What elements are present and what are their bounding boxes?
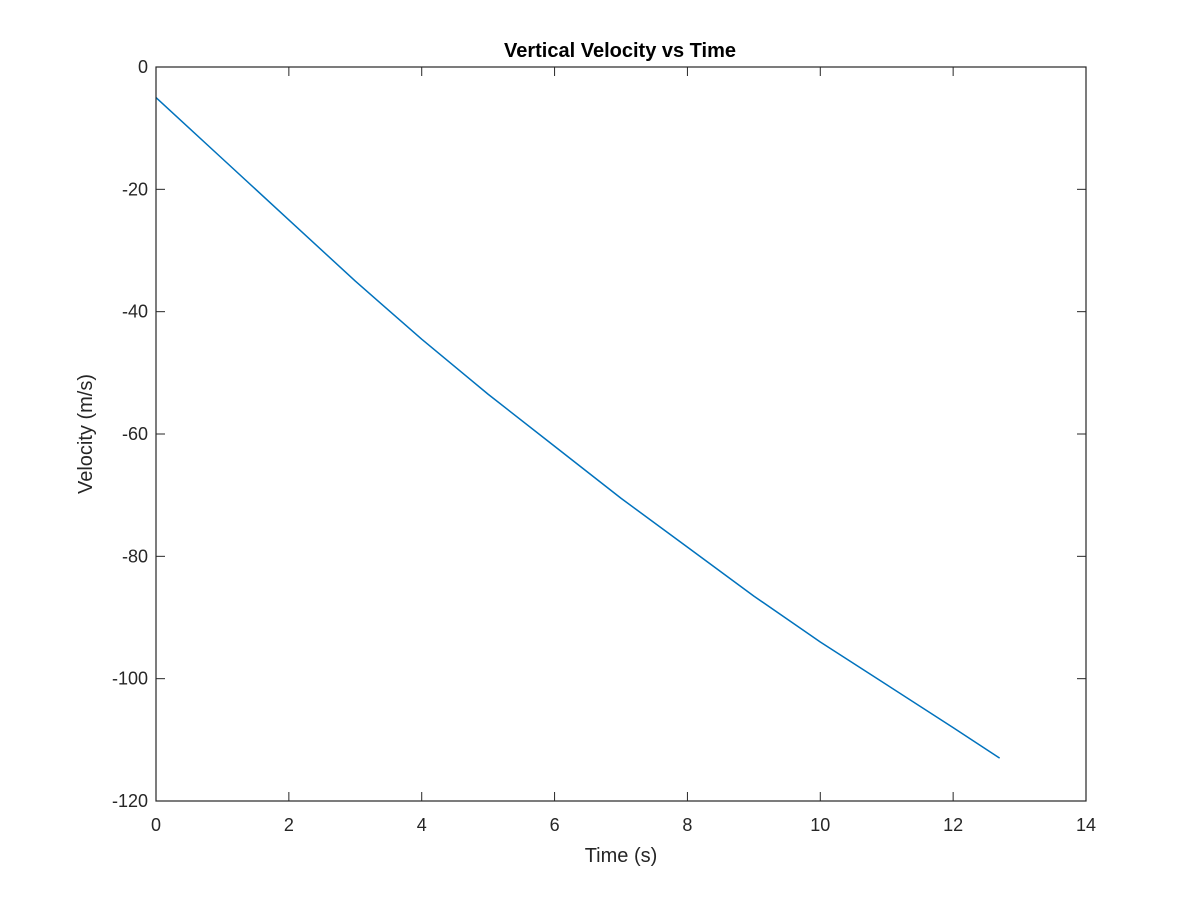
y-tick-label: -80 [122, 546, 148, 566]
x-tick-label: 10 [810, 815, 830, 835]
ticks-layer: 0 2 4 6 8 10 12 14 0 -20 -40 -60 -80 -100 -120 [112, 57, 1096, 835]
x-tick-label: 14 [1076, 815, 1096, 835]
y-tick-label: -120 [112, 791, 148, 811]
series-line-velocity [155, 97, 1001, 759]
x-tick-label: 12 [943, 815, 963, 835]
y-tick-label: -60 [122, 424, 148, 444]
x-tick-label: 0 [151, 815, 161, 835]
x-tick-label: 2 [284, 815, 294, 835]
y-tick-label: -20 [122, 179, 148, 199]
x-tick-label: 4 [417, 815, 427, 835]
x-tick-label: 8 [682, 815, 692, 835]
x-axis-label: Time (s) [585, 845, 658, 867]
y-tick-label: 0 [138, 57, 148, 77]
y-tick-label: -100 [112, 669, 148, 689]
plot-area [156, 67, 1086, 801]
plot-background [156, 67, 1086, 801]
chart-title: Vertical Velocity vs Time [504, 40, 736, 62]
plot-border [155, 66, 1087, 802]
y-axis-label: Velocity (m/s) [75, 374, 97, 494]
series-layer [155, 97, 1001, 759]
x-tick-label: 6 [550, 815, 560, 835]
y-tick-label: -40 [122, 302, 148, 322]
